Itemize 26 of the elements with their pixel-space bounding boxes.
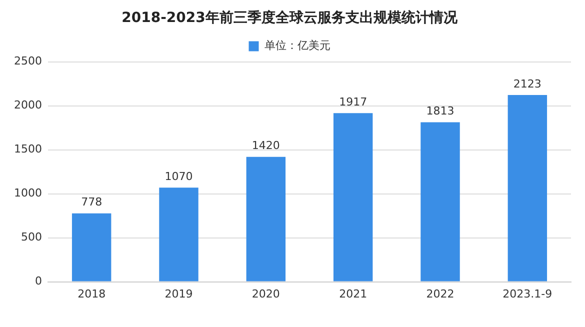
y-tick-label: 0 [34,274,42,288]
data-label: 778 [81,196,102,209]
legend-label: 单位：亿美元 [264,39,330,52]
x-tick-label: 2019 [164,287,193,300]
bar [508,94,548,282]
y-tick-label: 500 [20,230,42,244]
x-tick-label: 2018 [78,287,106,300]
y-tick-label: 1000 [14,186,42,200]
data-label: 1070 [164,170,193,183]
bar [246,156,286,282]
x-tick-label: 2021 [339,287,368,300]
bar [72,213,112,282]
x-tick-label: 2022 [426,287,454,300]
data-label: 2123 [513,77,542,90]
bar [333,113,373,282]
y-tick-label: 2000 [14,98,42,112]
x-tick-label: 2023.1-9 [502,287,552,300]
bar [420,122,460,282]
y-tick-label: 2500 [14,54,42,68]
x-tick-label: 2020 [252,287,280,300]
y-tick-label: 1500 [14,142,42,156]
chart-title: 2018-2023年前三季度全球云服务支出规模统计情况 [122,9,458,26]
data-label: 1420 [252,139,280,152]
bar [159,188,198,282]
data-label: 1813 [426,104,454,118]
data-label: 1917 [339,95,368,108]
